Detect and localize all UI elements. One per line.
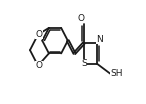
- Text: N: N: [97, 35, 103, 44]
- Text: SH: SH: [110, 69, 123, 78]
- Text: O: O: [36, 30, 43, 39]
- Text: S: S: [81, 59, 87, 68]
- Text: O: O: [77, 14, 84, 23]
- Text: O: O: [36, 61, 43, 70]
